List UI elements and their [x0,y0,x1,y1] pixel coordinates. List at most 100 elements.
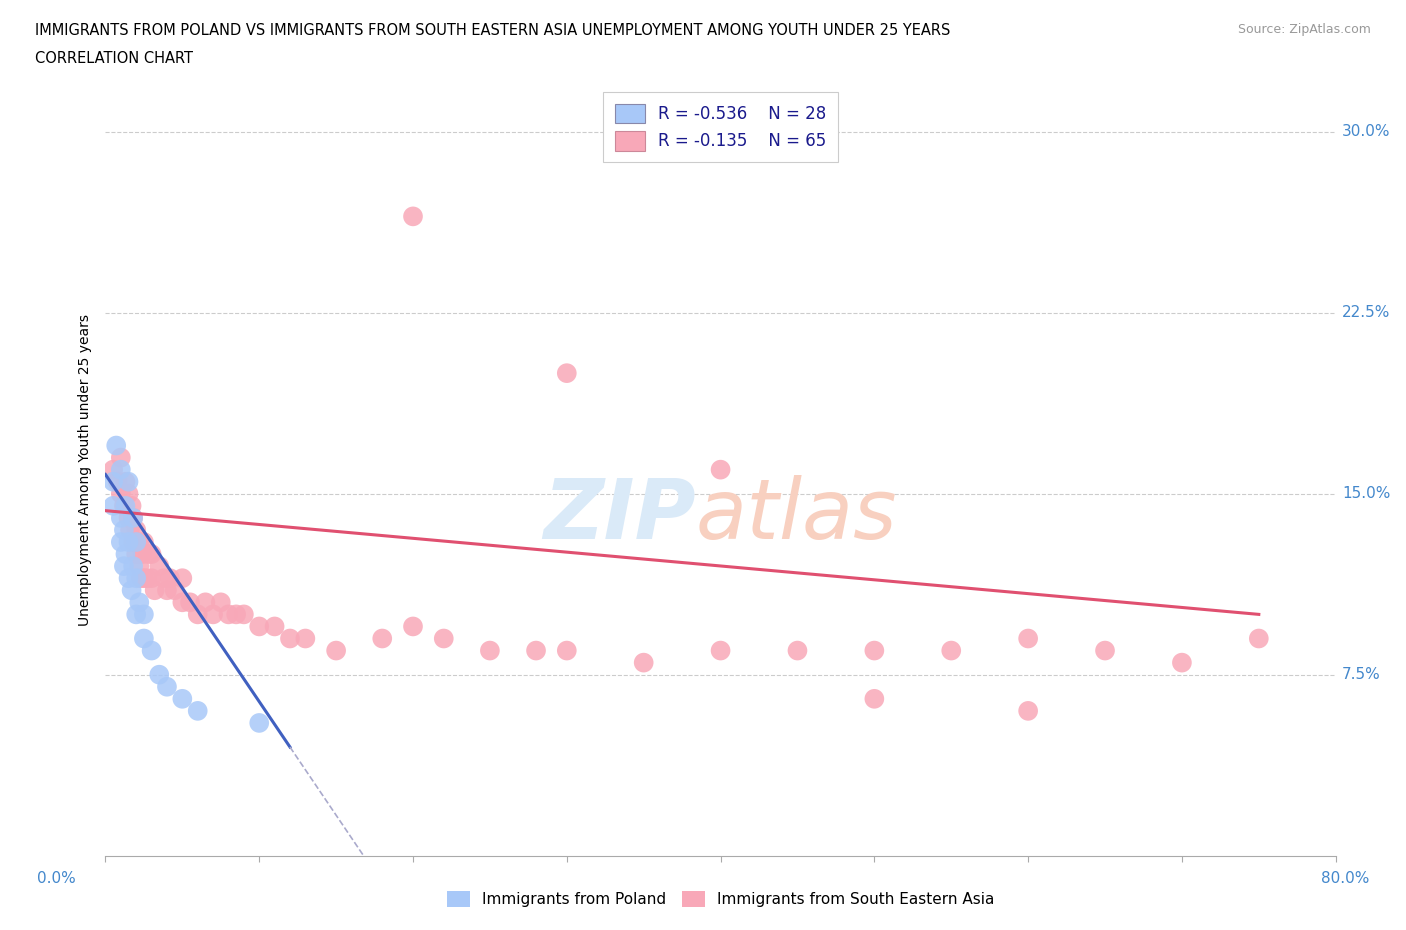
Point [117,486,139,501]
Point [153,571,176,586]
Text: 30.0%: 30.0% [1341,125,1391,140]
Point [122,511,145,525]
Point [1171,655,1194,670]
Point [114,547,136,562]
Point [172,595,194,610]
Point [156,583,179,598]
Point [278,631,301,646]
Point [143,583,166,598]
Point [110,450,132,465]
Point [247,619,270,634]
Point [107,474,129,489]
Point [122,559,145,574]
Point [136,571,159,586]
Point [125,535,148,550]
Point [263,619,285,634]
Point [101,462,124,477]
Text: 15.0%: 15.0% [1341,486,1391,501]
Point [125,571,148,586]
Point [941,644,963,658]
Point [1017,703,1039,718]
Point [371,631,394,646]
Point [114,474,136,489]
Point [187,703,209,718]
Text: IMMIGRANTS FROM POLAND VS IMMIGRANTS FROM SOUTH EASTERN ASIA UNEMPLOYMENT AMONG : IMMIGRANTS FROM POLAND VS IMMIGRANTS FRO… [35,23,950,38]
Point [120,523,141,538]
Y-axis label: Unemployment Among Youth under 25 years: Unemployment Among Youth under 25 years [77,313,91,626]
Text: Source: ZipAtlas.com: Source: ZipAtlas.com [1237,23,1371,36]
Point [117,511,139,525]
Point [710,644,733,658]
Point [1017,631,1039,646]
Point [478,644,501,658]
Point [633,655,655,670]
Point [125,523,148,538]
Point [128,595,150,610]
Point [101,498,124,513]
Point [125,607,148,622]
Point [156,679,179,694]
Point [112,523,135,538]
Point [325,644,347,658]
Point [433,631,456,646]
Point [163,583,186,598]
Point [141,644,163,658]
Point [132,607,155,622]
Point [172,571,194,586]
Point [132,535,155,550]
Point [129,571,152,586]
Point [121,583,143,598]
Point [786,644,808,658]
Point [247,715,270,730]
Point [121,498,143,513]
Text: CORRELATION CHART: CORRELATION CHART [35,51,193,66]
Text: 80.0%: 80.0% [1322,871,1369,886]
Point [117,535,139,550]
Point [132,571,155,586]
Point [524,644,547,658]
Point [114,498,136,513]
Point [209,595,232,610]
Text: 7.5%: 7.5% [1341,667,1381,683]
Legend: Immigrants from Poland, Immigrants from South Eastern Asia: Immigrants from Poland, Immigrants from … [441,885,1000,913]
Point [294,631,316,646]
Text: atlas: atlas [696,475,897,556]
Point [225,607,247,622]
Point [101,474,124,489]
Point [555,644,578,658]
Text: ZIP: ZIP [543,475,696,556]
Point [187,607,209,622]
Point [112,498,135,513]
Point [110,511,132,525]
Point [122,511,145,525]
Point [138,547,160,562]
Point [112,559,135,574]
Point [128,535,150,550]
Point [125,547,148,562]
Point [1247,631,1270,646]
Point [110,462,132,477]
Point [117,571,139,586]
Point [710,462,733,477]
Point [117,474,139,489]
Point [863,691,886,706]
Point [148,667,170,682]
Point [141,571,163,586]
Point [202,607,225,622]
Point [131,547,153,562]
Point [159,571,181,586]
Point [148,559,170,574]
Point [105,438,128,453]
Point [218,607,240,622]
Text: 22.5%: 22.5% [1341,305,1391,320]
Point [402,619,425,634]
Point [1094,644,1116,658]
Point [232,607,254,622]
Point [110,486,132,501]
Point [555,365,578,380]
Point [402,209,425,224]
Point [122,535,145,550]
Point [141,547,163,562]
Point [194,595,217,610]
Point [128,559,150,574]
